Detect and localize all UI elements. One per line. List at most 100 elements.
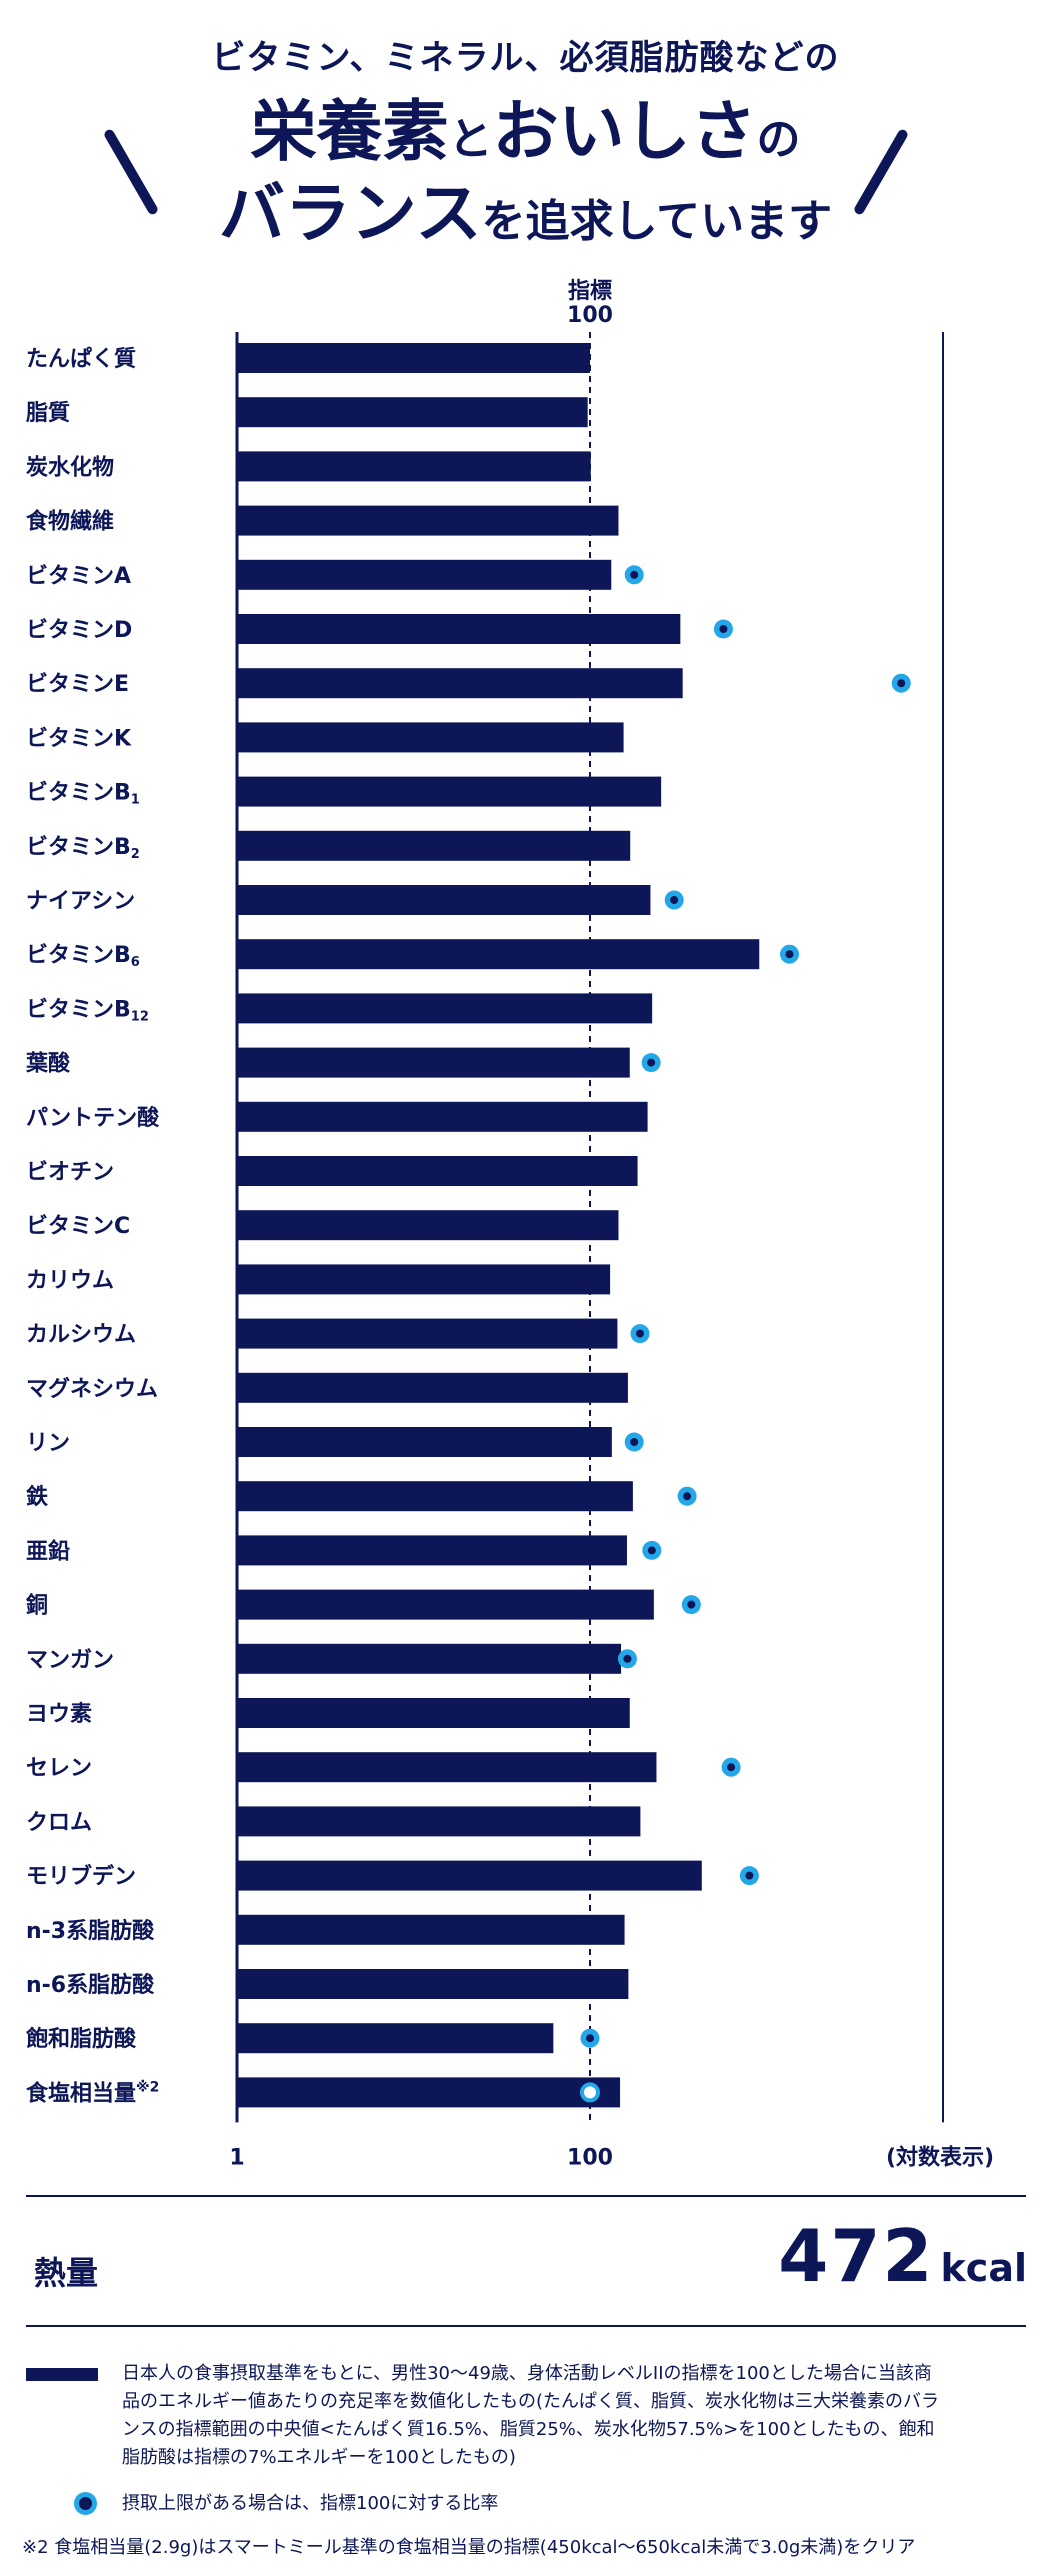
upper-limit-dot-center bbox=[683, 1492, 692, 1501]
upper-limit-dot bbox=[580, 2082, 600, 2103]
category-label: マンガン bbox=[26, 1648, 114, 1673]
category-label: 鉄 bbox=[26, 1484, 48, 1510]
category-label: n-6系脂肪酸 bbox=[26, 1972, 155, 1998]
header-no: の bbox=[756, 114, 801, 165]
category-label: ビタミンD bbox=[26, 618, 132, 643]
header-line1: ビタミン、ミネラル、必須脂肪酸などの bbox=[211, 38, 840, 78]
bar bbox=[237, 668, 683, 699]
bar bbox=[237, 939, 760, 970]
energy-value: 472 kcal bbox=[778, 2214, 1027, 2298]
bar bbox=[237, 505, 619, 536]
category-label: ビタミンE bbox=[26, 672, 129, 697]
bar bbox=[237, 1860, 702, 1891]
header-line3: バランスを追求しています bbox=[0, 160, 1051, 256]
energy-top-divider bbox=[26, 2195, 1026, 2197]
category-label: セレン bbox=[26, 1756, 92, 1781]
category-label: n-3系脂肪酸 bbox=[26, 1918, 155, 1944]
upper-limit-dot-center bbox=[785, 950, 794, 959]
category-label: 亜鉛 bbox=[26, 1538, 70, 1564]
bar bbox=[237, 1210, 619, 1241]
nutrient-bar-chart: 指標100たんぱく質脂質炭水化物食物繊維ビタミンAビタミンDビタミンEビタミンK… bbox=[25, 279, 994, 2170]
category-label: 食塩相当量※2 bbox=[26, 2079, 159, 2106]
bar bbox=[237, 1101, 648, 1132]
upper-limit-dot-center bbox=[647, 1546, 656, 1555]
bar bbox=[237, 2077, 621, 2108]
legend-bar-row: 日本人の食事摂取基準をもとに、男性30〜49歳、身体活動レベルIIの指標を100… bbox=[26, 2360, 1036, 2500]
category-label-subscript: 6 bbox=[131, 955, 140, 970]
header-taste: おいしさ bbox=[492, 93, 757, 170]
bar bbox=[237, 1914, 625, 1945]
legend-bar-swatch bbox=[26, 2368, 98, 2381]
category-label-subscript: 1 bbox=[131, 793, 140, 808]
header-nutrients: 栄養素 bbox=[250, 93, 449, 170]
legend-bar-text-line: ンスの指標範囲の中央値<たんぱく質16.5%、脂質25%、炭水化物57.5%>を… bbox=[122, 2419, 935, 2440]
bar bbox=[237, 1318, 618, 1349]
upper-limit-dot-center bbox=[719, 625, 728, 633]
bar bbox=[237, 1643, 622, 1674]
category-label-subscript: 12 bbox=[131, 1009, 149, 1024]
bar bbox=[237, 776, 662, 807]
legend-bar-text-line: 品のエネルギー値あたりの充足率を数値化したもの(たんぱく質、脂質、炭水化物は三大… bbox=[122, 2391, 940, 2412]
category-label: たんぱく質 bbox=[26, 346, 136, 372]
category-label: 葉酸 bbox=[25, 1052, 71, 1077]
energy-bottom-divider bbox=[26, 2325, 1026, 2327]
bar bbox=[237, 1589, 654, 1620]
bar bbox=[237, 397, 588, 428]
upper-limit-dot-center bbox=[623, 1654, 632, 1663]
bar bbox=[237, 614, 681, 644]
legend-bar-text: 日本人の食事摂取基準をもとに、男性30〜49歳、身体活動レベルIIの指標を100… bbox=[122, 2360, 1042, 2472]
reference-value-label: 100 bbox=[567, 303, 613, 328]
upper-limit-dot-center bbox=[630, 1438, 639, 1446]
header-balance: バランス bbox=[218, 175, 482, 252]
bar bbox=[237, 451, 591, 482]
bar bbox=[237, 1969, 629, 1999]
header-line2: 栄養素とおいしさの bbox=[0, 78, 1051, 174]
legend-dot-row: 摂取上限がある場合は、指標100に対する比率 bbox=[26, 2490, 1036, 2520]
category-label: 炭水化物 bbox=[26, 454, 114, 480]
bar bbox=[237, 1264, 611, 1295]
footnote: ※2 食塩相当量(2.9g)はスマートミール基準の食塩相当量の指標(450kca… bbox=[22, 2537, 916, 2558]
category-label: リン bbox=[26, 1431, 70, 1456]
category-label-subscript: 2 bbox=[131, 847, 140, 862]
category-label: ビタミンA bbox=[26, 564, 131, 589]
upper-limit-dot-center bbox=[636, 1329, 645, 1338]
category-label: ビタミンC bbox=[26, 1214, 130, 1239]
energy-label: 熱量 bbox=[34, 2254, 99, 2292]
upper-limit-dot-center bbox=[897, 679, 906, 688]
bar bbox=[237, 885, 651, 915]
x-tick-label: 1 bbox=[229, 2145, 244, 2170]
category-label: ビオチン bbox=[26, 1160, 114, 1185]
header-pursue: を追求しています bbox=[481, 196, 833, 247]
bar bbox=[237, 559, 612, 590]
category-label-subscript: ※2 bbox=[136, 2079, 159, 2095]
reference-label: 指標 bbox=[568, 279, 612, 304]
upper-limit-dot-center bbox=[727, 1763, 736, 1772]
category-label: ナイアシン bbox=[26, 889, 135, 914]
category-label: モリブデン bbox=[26, 1864, 136, 1890]
upper-limit-dot-center bbox=[687, 1600, 696, 1609]
upper-limit-dot-center bbox=[586, 2034, 594, 2043]
category-label: ビタミンB2 bbox=[26, 835, 140, 862]
header-to: と bbox=[448, 114, 493, 165]
category-label: ヨウ素 bbox=[26, 1701, 92, 1727]
category-label: カルシウム bbox=[26, 1323, 136, 1348]
legend-bar-text-line: 脂肪酸は指標の7%エネルギーを100としたもの) bbox=[122, 2447, 516, 2468]
bar bbox=[237, 1752, 657, 1783]
bar bbox=[237, 1427, 612, 1457]
bar bbox=[237, 830, 631, 861]
bar bbox=[237, 1481, 633, 1512]
category-label: ビタミンK bbox=[26, 726, 132, 751]
x-axis-label: (対数表示) bbox=[886, 2144, 994, 2170]
energy-number: 472 bbox=[778, 2214, 935, 2298]
category-label: カリウム bbox=[26, 1268, 114, 1293]
hero-header: ビタミン、ミネラル、必須脂肪酸などの 栄養素とおいしさの バランスを追求していま… bbox=[0, 0, 1051, 252]
bar bbox=[237, 1372, 628, 1403]
category-label: パントテン酸 bbox=[26, 1106, 160, 1131]
category-label: クロム bbox=[26, 1810, 92, 1835]
legend-dot-swatch bbox=[74, 2492, 97, 2515]
bar bbox=[237, 993, 653, 1024]
category-label: ビタミンB1 bbox=[26, 781, 140, 808]
bar bbox=[237, 1535, 627, 1566]
energy-unit: kcal bbox=[940, 2246, 1027, 2290]
upper-limit-dot-center bbox=[647, 1058, 656, 1067]
